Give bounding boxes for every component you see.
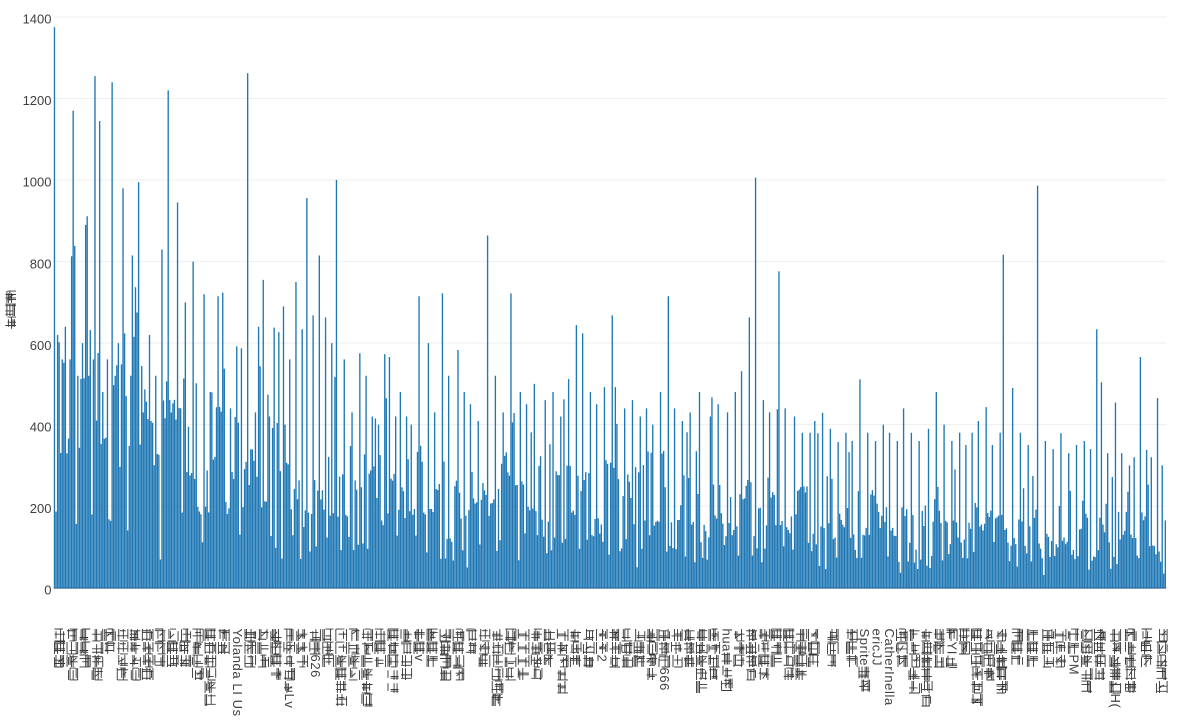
svg-text:400: 400 [30,419,52,434]
svg-text:200: 200 [30,501,52,516]
svg-text:Yolanda LI Us: Yolanda LI Us [230,629,245,717]
svg-text:Lv: Lv [282,694,297,709]
svg-text:0: 0 [44,582,51,597]
svg-text:626: 626 [308,655,323,679]
svg-text:hua: hua [720,629,735,653]
svg-text:2: 2 [595,655,610,663]
svg-text:v: v [412,655,427,662]
svg-text:1000: 1000 [23,175,52,190]
svg-text:CatherInella: CatherInella [882,629,897,706]
svg-text:800: 800 [30,256,52,271]
svg-text:ericJJ: ericJJ [870,629,885,667]
svg-text:PM: PM [1067,655,1082,676]
svg-text:666: 666 [657,668,672,692]
svg-text:600: 600 [30,338,52,353]
svg-text:YI: YI [945,642,960,655]
svg-text:1200: 1200 [23,93,52,108]
svg-text:Sprite: Sprite [857,629,872,667]
svg-text:H(: H( [1108,694,1123,709]
svg-text:1400: 1400 [23,12,52,27]
